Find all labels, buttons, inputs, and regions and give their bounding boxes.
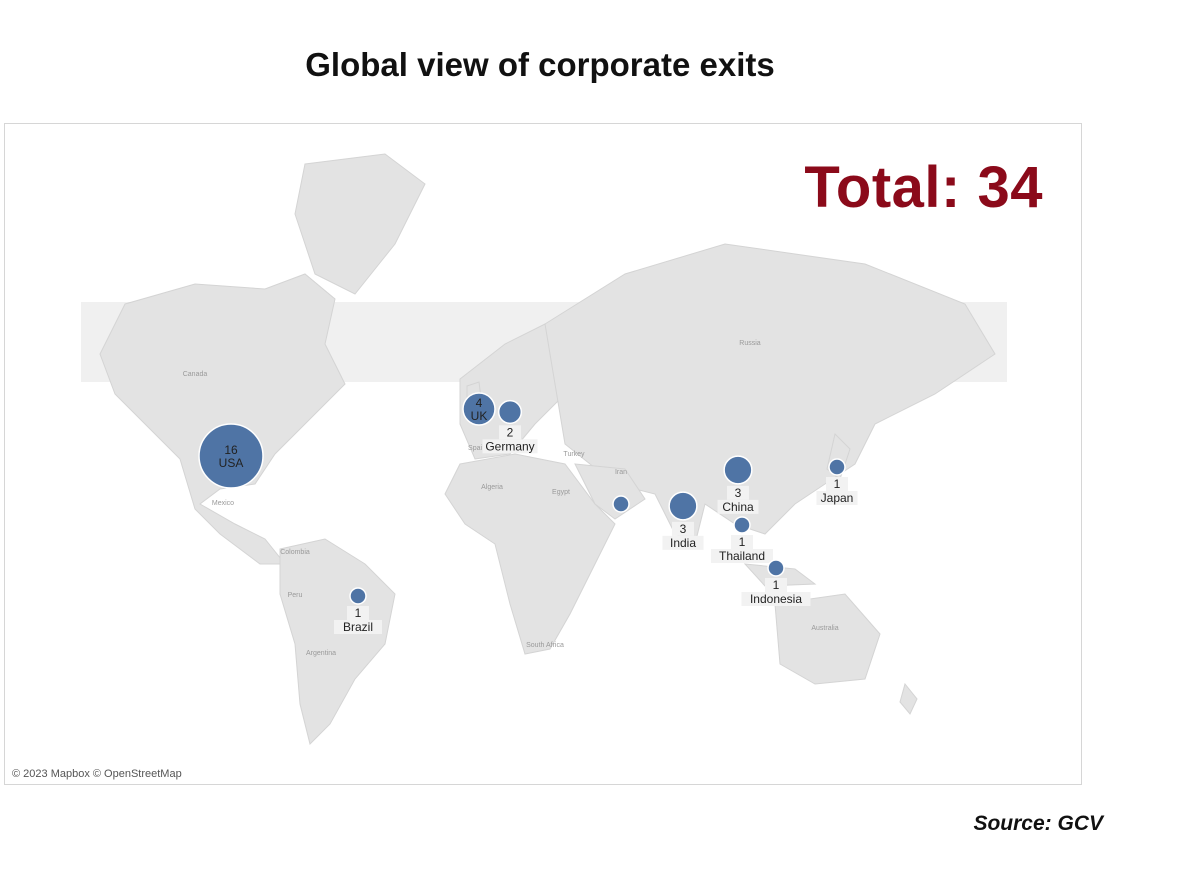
landmass-south-america bbox=[279, 538, 396, 745]
marker-count-japan-bg bbox=[826, 477, 848, 491]
landmass-europe bbox=[459, 323, 576, 460]
marker-japan[interactable] bbox=[828, 458, 846, 476]
marker-uk[interactable] bbox=[462, 392, 496, 426]
landmass-new-zealand bbox=[899, 682, 918, 715]
marker-name-thailand: Thailand bbox=[719, 549, 765, 563]
marker-count-thailand-bg bbox=[731, 535, 753, 549]
marker-count-china: 3 bbox=[735, 486, 742, 500]
geo-label-australia: Australia bbox=[811, 625, 838, 632]
geo-label-peru: Peru bbox=[288, 592, 303, 599]
geo-label-spain: Spain bbox=[468, 445, 486, 452]
marker-name-china-bg bbox=[717, 499, 759, 514]
marker-usa[interactable] bbox=[198, 423, 264, 489]
total-count: Total: 34 bbox=[804, 155, 1043, 220]
marker-count-usa: 16 bbox=[224, 443, 238, 457]
marker-count-japan: 1 bbox=[834, 477, 841, 491]
marker-name-usa: USA bbox=[219, 456, 244, 470]
geo-label-south-africa: South Africa bbox=[526, 642, 564, 649]
marker-count-indonesia: 1 bbox=[773, 578, 780, 592]
marker-count-thailand: 1 bbox=[739, 535, 746, 549]
marker-brazil[interactable] bbox=[349, 587, 367, 605]
geo-label-egypt: Egypt bbox=[552, 489, 570, 496]
geo-label-colombia: Colombia bbox=[280, 549, 310, 556]
marker-indonesia[interactable] bbox=[767, 559, 785, 577]
source-note: Source: GCV bbox=[973, 812, 1103, 835]
geo-label-iran: Iran bbox=[615, 469, 627, 476]
marker-china[interactable] bbox=[723, 455, 753, 485]
landmass-australia bbox=[774, 593, 881, 685]
map-attribution[interactable]: © 2023 Mapbox © OpenStreetMap bbox=[12, 768, 182, 780]
marker-name-thailand-bg bbox=[711, 549, 773, 563]
chart-title: Global view of corporate exits bbox=[305, 46, 775, 83]
marker-count-indonesia-bg bbox=[765, 578, 787, 592]
geo-label-algeria: Algeria bbox=[481, 484, 503, 491]
landmass-north-america bbox=[99, 273, 346, 565]
marker-name-japan-bg bbox=[816, 491, 858, 505]
world-map[interactable]: Canada Russia Mexico Colombia Peru Argentina A… bbox=[4, 123, 1082, 785]
geo-label-argentina: Argentina bbox=[306, 650, 336, 657]
marker-unlabeled[interactable] bbox=[612, 495, 630, 513]
marker-name-germany: Germany bbox=[485, 439, 534, 453]
geo-label-turkey: Turkey bbox=[563, 451, 585, 458]
marker-germany[interactable] bbox=[497, 399, 523, 425]
marker-count-india: 3 bbox=[680, 522, 687, 536]
landmasses bbox=[99, 153, 996, 745]
geo-label-canada: Canada bbox=[183, 371, 208, 378]
marker-name-china: China bbox=[722, 500, 754, 514]
marker-count-india-bg bbox=[672, 521, 694, 536]
landmass-greenland bbox=[294, 153, 426, 295]
marker-count-germany-bg bbox=[499, 425, 521, 440]
marker-count-germany: 2 bbox=[507, 425, 514, 439]
marker-name-india: India bbox=[670, 536, 696, 550]
marker-india[interactable] bbox=[668, 491, 698, 521]
marker-thailand[interactable] bbox=[733, 516, 751, 534]
marker-name-indonesia-bg bbox=[741, 592, 811, 606]
marker-name-japan: Japan bbox=[821, 491, 854, 505]
marker-name-germany-bg bbox=[482, 439, 538, 454]
geo-label-russia: Russia bbox=[739, 340, 761, 347]
marker-name-indonesia: Indonesia bbox=[750, 592, 802, 606]
marker-name-india-bg bbox=[662, 535, 704, 550]
geo-label-mexico: Mexico bbox=[212, 500, 234, 507]
marker-count-uk: 4 bbox=[476, 396, 483, 410]
marker-count-brazil-bg bbox=[347, 606, 369, 620]
landmass-africa bbox=[444, 453, 616, 655]
marker-count-brazil: 1 bbox=[355, 606, 362, 620]
marker-count-china-bg bbox=[727, 485, 749, 500]
marker-name-brazil: Brazil bbox=[343, 620, 373, 634]
map-canvas: Canada Russia Mexico Colombia Peru Argentina A… bbox=[81, 153, 1007, 745]
marker-name-uk: UK bbox=[471, 409, 488, 423]
marker-name-brazil-bg bbox=[334, 620, 382, 634]
